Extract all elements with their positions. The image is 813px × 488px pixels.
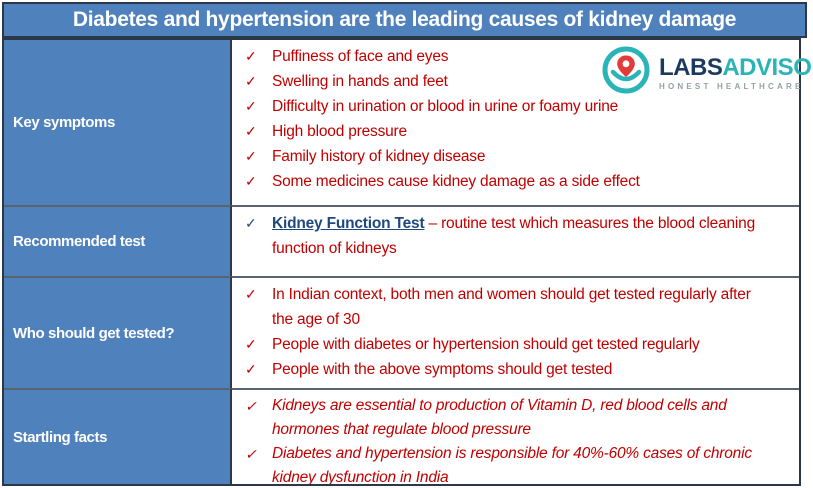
row-label-text: Recommended test [13, 233, 145, 250]
row-label-startling-facts: Startling facts [4, 388, 232, 484]
check-icon: ✓ [245, 286, 257, 302]
info-table: Key symptoms ✓ Puffiness of face and eye… [2, 38, 801, 486]
item-text: Difficulty in urination or blood in urin… [272, 98, 619, 115]
row-content-startling-facts: ✓ Kidneys are essential to production of… [232, 388, 799, 484]
check-icon: ✓ [245, 398, 257, 414]
row-content-who-tested: ✓ In Indian context, both men and women … [232, 276, 799, 388]
item-text: Diabetes and hypertension is responsible… [272, 445, 752, 484]
list-item: ✓ People with the above symptoms should … [245, 357, 773, 382]
list-item: ✓ Family history of kidney disease [245, 144, 773, 169]
row-content-key-symptoms: ✓ Puffiness of face and eyes ✓ Swelling … [232, 40, 799, 205]
list-item: ✓ Diabetes and hypertension is responsib… [245, 442, 773, 484]
check-icon: ✓ [245, 73, 257, 89]
item-text: Swelling in hands and feet [272, 73, 448, 90]
page-title: Diabetes and hypertension are the leadin… [72, 8, 737, 31]
list-item: ✓ People with diabetes or hypertension s… [245, 332, 773, 357]
row-label-recommended-test: Recommended test [4, 205, 232, 276]
item-text: Kidneys are essential to production of V… [272, 397, 727, 438]
item-text: People with diabetes or hypertension sho… [272, 336, 700, 353]
item-text: Puffiness of face and eyes [272, 48, 449, 65]
item-text: Kidney Function Test – routine test whic… [272, 211, 773, 261]
labsadvisor-wordmark: LABSADVISOR [659, 53, 813, 81]
logo-tagline: HONEST HEALTHCARE [659, 81, 804, 91]
kidney-function-test-link[interactable]: Kidney Function Test [272, 215, 425, 232]
item-text: In Indian context, both men and women sh… [272, 286, 751, 328]
list-item: ✓ Some medicines cause kidney damage as … [245, 169, 773, 194]
check-icon: ✓ [245, 123, 257, 139]
list-item: ✓ In Indian context, both men and women … [245, 282, 773, 332]
list-item: ✓ Puffiness of face and eyes [245, 44, 773, 69]
list-item: ✓ Swelling in hands and feet [245, 69, 773, 94]
row-label-who-tested: Who should get tested? [4, 276, 232, 388]
check-icon: ✓ [245, 148, 257, 164]
labsadvisor-logo-icon [600, 44, 652, 101]
item-text: People with the above symptoms should ge… [272, 361, 613, 378]
item-text: High blood pressure [272, 123, 407, 140]
list-item: ✓ Kidney Function Test – routine test wh… [245, 211, 773, 261]
list-item: ✓ High blood pressure [245, 119, 773, 144]
check-icon: ✓ [245, 336, 257, 352]
list-item: ✓ Difficulty in urination or blood in ur… [245, 94, 773, 119]
labsadvisor-logo: LABSADVISOR HONEST HEALTHCARE [600, 44, 813, 101]
check-icon: ✓ [245, 361, 257, 377]
check-icon: ✓ [245, 48, 257, 64]
item-text: Family history of kidney disease [272, 148, 486, 165]
row-label-text: Startling facts [13, 428, 108, 446]
logo-advisor: ADVISOR [722, 53, 813, 81]
row-label-key-symptoms: Key symptoms [4, 40, 232, 205]
check-icon: ✓ [245, 173, 257, 189]
title-bar: Diabetes and hypertension are the leadin… [2, 2, 807, 38]
row-label-text: Key symptoms [13, 114, 115, 131]
list-item: ✓ Kidneys are essential to production of… [245, 394, 773, 442]
row-content-recommended-test: ✓ Kidney Function Test – routine test wh… [232, 205, 799, 276]
check-icon: ✓ [245, 446, 257, 462]
item-text-rest: – routine test which measures the blood … [272, 215, 755, 257]
logo-labs: LABS [659, 53, 723, 81]
check-icon: ✓ [245, 215, 257, 231]
item-text: Some medicines cause kidney damage as a … [272, 173, 640, 190]
row-label-text: Who should get tested? [13, 324, 175, 342]
labsadvisor-logo-text: LABSADVISOR HONEST HEALTHCARE [659, 53, 813, 91]
check-icon: ✓ [245, 98, 257, 114]
